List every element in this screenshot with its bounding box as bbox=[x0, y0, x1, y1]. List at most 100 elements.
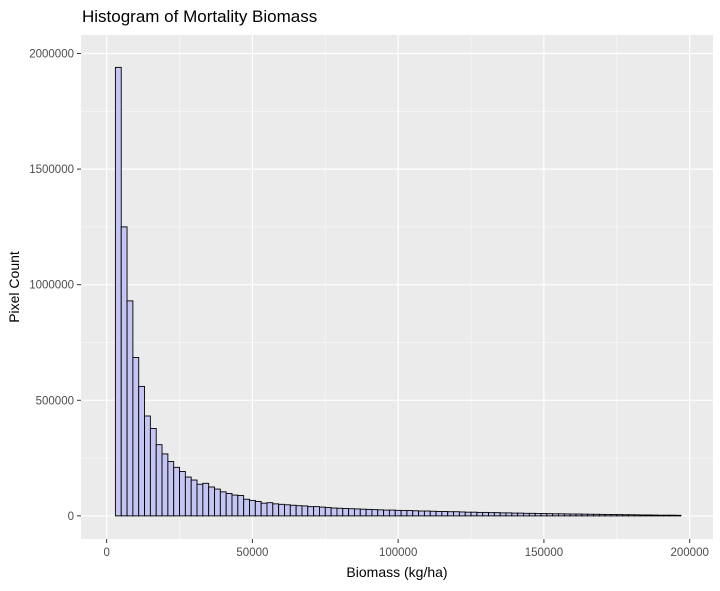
histogram-bar bbox=[214, 488, 221, 517]
histogram-bar bbox=[301, 505, 309, 517]
histogram-bar bbox=[488, 512, 495, 517]
histogram-bar bbox=[493, 512, 501, 517]
histogram-bar bbox=[476, 511, 484, 517]
histogram-bar bbox=[184, 476, 192, 517]
histogram-bar bbox=[569, 513, 577, 517]
histogram-bar bbox=[353, 508, 361, 517]
histogram-bar bbox=[540, 513, 548, 517]
x-axis-title: Biomass (kg/ha) bbox=[346, 564, 447, 580]
y-axis-title: Pixel Count bbox=[6, 251, 22, 323]
histogram-bar bbox=[633, 514, 641, 517]
histogram-bars bbox=[114, 66, 682, 517]
plot-panel bbox=[81, 35, 713, 539]
histogram-bar bbox=[511, 512, 519, 517]
histogram-bar bbox=[441, 511, 449, 517]
histogram-bar bbox=[254, 501, 262, 517]
histogram-bar bbox=[546, 513, 554, 517]
histogram-bar bbox=[114, 66, 122, 517]
histogram-bar bbox=[266, 502, 274, 517]
histogram-bar bbox=[149, 428, 157, 517]
histogram-bar bbox=[593, 513, 600, 517]
histogram-bar bbox=[575, 513, 583, 517]
histogram-bar bbox=[587, 513, 594, 517]
histogram-bar bbox=[429, 510, 437, 517]
histogram-bar bbox=[155, 444, 163, 517]
histogram-bar bbox=[598, 513, 606, 517]
x-tick-label: 150000 bbox=[525, 547, 563, 559]
x-tick-label: 200000 bbox=[670, 547, 708, 559]
x-tick-label: 50000 bbox=[236, 547, 268, 559]
histogram-bar bbox=[208, 486, 215, 517]
histogram-bar bbox=[418, 510, 425, 517]
histogram-bar bbox=[225, 493, 233, 517]
histogram-bar bbox=[237, 495, 245, 517]
histogram-bar bbox=[249, 499, 256, 517]
histogram-bar bbox=[447, 511, 455, 517]
histogram-bar bbox=[453, 511, 460, 517]
histogram-bar bbox=[219, 491, 227, 517]
histogram-bar bbox=[528, 512, 536, 517]
histogram-bar bbox=[161, 453, 169, 517]
histogram-bar bbox=[581, 513, 589, 517]
histogram-bar bbox=[394, 509, 402, 517]
histogram-bar bbox=[388, 509, 396, 517]
histogram-bar bbox=[458, 511, 466, 517]
histogram-bar bbox=[505, 512, 513, 517]
histogram-bar bbox=[470, 511, 478, 517]
histogram-bar bbox=[412, 510, 420, 517]
histogram-bar bbox=[604, 514, 612, 517]
x-tick-label: 0 bbox=[103, 547, 109, 559]
histogram-bar bbox=[324, 507, 332, 517]
histogram-bar bbox=[295, 505, 303, 517]
histogram-bar bbox=[342, 508, 350, 517]
histogram-bar bbox=[348, 508, 355, 517]
histogram-bar bbox=[662, 514, 670, 517]
histogram-bar bbox=[400, 510, 408, 517]
histogram-bar bbox=[674, 514, 682, 517]
histogram-bar bbox=[639, 514, 647, 517]
histogram-bar bbox=[132, 357, 140, 517]
histogram-bar bbox=[138, 385, 145, 517]
histogram-bar bbox=[622, 514, 629, 517]
histogram-bar bbox=[558, 513, 565, 517]
histogram-bar bbox=[383, 509, 390, 517]
histogram-bar bbox=[196, 483, 204, 517]
histogram-bar bbox=[435, 511, 443, 517]
y-tick-label: 2000000 bbox=[29, 48, 74, 60]
histogram-bar bbox=[190, 479, 198, 517]
histogram-bar bbox=[278, 503, 285, 517]
histogram-bar bbox=[319, 506, 326, 517]
histogram-bar bbox=[272, 503, 280, 517]
chart-title: Histogram of Mortality Biomass bbox=[82, 7, 317, 26]
histogram-bar bbox=[645, 514, 653, 517]
histogram-bar bbox=[330, 507, 338, 517]
axes: 0 50000 100000 150000 2000000500000100000015… bbox=[29, 48, 709, 559]
histogram-bar bbox=[336, 507, 344, 517]
histogram-bar bbox=[563, 513, 571, 517]
histogram-bar bbox=[284, 504, 291, 517]
histogram-bar bbox=[173, 466, 180, 517]
histogram-bar bbox=[499, 512, 507, 517]
histogram-bar bbox=[313, 506, 320, 517]
histogram-bar bbox=[464, 511, 472, 517]
histogram-bar bbox=[260, 502, 268, 517]
histogram-bar bbox=[534, 513, 542, 517]
histogram-bar bbox=[523, 512, 530, 517]
histogram-bar bbox=[243, 498, 250, 517]
y-tick-label: 1000000 bbox=[29, 280, 74, 292]
histogram-bar bbox=[307, 506, 315, 517]
histogram-bar bbox=[517, 512, 524, 517]
histogram-bar bbox=[359, 508, 367, 517]
histogram-bar bbox=[406, 510, 414, 517]
histogram-bar bbox=[668, 514, 676, 517]
histogram-bar bbox=[482, 511, 489, 517]
y-tick-label: 0 bbox=[68, 511, 74, 523]
histogram-bar bbox=[126, 300, 134, 517]
histogram-bar bbox=[371, 509, 379, 517]
histogram-bar bbox=[657, 514, 664, 517]
histogram-bar bbox=[628, 514, 635, 517]
histogram-bar bbox=[423, 510, 431, 517]
histogram-bar bbox=[179, 471, 186, 517]
histogram-bar bbox=[651, 514, 659, 517]
histogram-bar bbox=[289, 504, 297, 517]
